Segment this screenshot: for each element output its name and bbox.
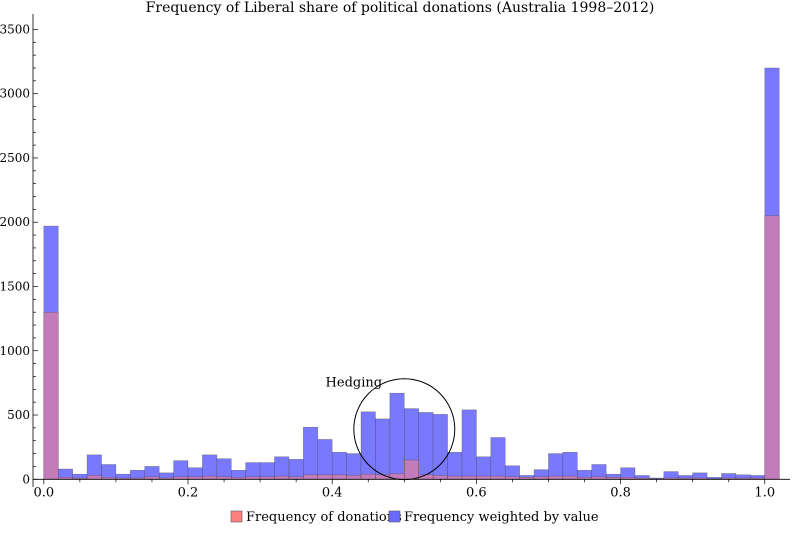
x-tick-label: 0.0 xyxy=(33,485,54,500)
legend-label-donations: Frequency of donations xyxy=(246,510,402,525)
bar-donations-11 xyxy=(202,475,218,480)
bar-weighted-36 xyxy=(562,452,578,480)
x-tick-label: 0.4 xyxy=(322,485,343,500)
bar-weighted-26 xyxy=(418,412,434,480)
annotation-hedging: Hedging xyxy=(326,376,383,391)
legend: Frequency of donations Frequency weighte… xyxy=(230,510,599,525)
bar-donations-27 xyxy=(432,475,448,480)
bar-weighted-18 xyxy=(303,426,319,480)
bar-donations-18 xyxy=(303,474,319,480)
bar-donations-0 xyxy=(43,311,59,480)
y-tick-label: 0 xyxy=(22,472,30,486)
bar-donations-19 xyxy=(317,474,333,480)
legend-label-weighted: Frequency weighted by value xyxy=(404,510,599,525)
y-tick-label: 500 xyxy=(7,408,30,422)
bar-weighted-17 xyxy=(288,459,304,480)
bar-weighted-24 xyxy=(389,392,405,480)
bar-donations-31 xyxy=(490,475,506,480)
bar-donations-35 xyxy=(548,475,564,480)
bar-donations-25 xyxy=(404,459,419,480)
bar-weighted-35 xyxy=(548,453,564,480)
x-tick-label: 0.2 xyxy=(178,485,199,500)
bar-donations-3 xyxy=(86,475,102,480)
bar-donations-50 xyxy=(764,215,780,480)
bar-weighted-28 xyxy=(447,452,463,480)
y-tick-label: 3000 xyxy=(0,87,30,101)
bar-donations-36 xyxy=(562,475,578,480)
bar-donations-28 xyxy=(447,475,463,480)
bar-weighted-19 xyxy=(317,439,333,480)
bar-weighted-31 xyxy=(490,437,506,480)
bar-weighted-4 xyxy=(101,464,117,480)
legend-swatch-donations xyxy=(230,510,243,523)
x-tick-label: 0.6 xyxy=(466,485,487,500)
annotation-layer: Hedging xyxy=(326,376,456,481)
chart-title: Frequency of Liberal share of political … xyxy=(146,0,655,16)
bar-weighted-23 xyxy=(375,418,391,480)
x-tick-label: 1.0 xyxy=(754,485,775,500)
y-tick-label: 3500 xyxy=(0,22,30,36)
bar-donations-30 xyxy=(476,475,492,480)
bars-layer xyxy=(43,67,780,480)
y-tick-label: 1000 xyxy=(0,344,30,358)
bar-donations-21 xyxy=(346,475,362,480)
bar-weighted-11 xyxy=(202,454,218,480)
bar-donations-22 xyxy=(360,473,376,480)
bar-donations-20 xyxy=(331,474,347,480)
y-tick-label: 2500 xyxy=(0,151,30,165)
legend-swatch-weighted xyxy=(388,510,401,523)
bar-donations-29 xyxy=(461,475,477,480)
hedging-circle xyxy=(353,378,456,481)
y-tick-label: 1500 xyxy=(0,279,30,293)
bar-donations-16 xyxy=(274,475,290,480)
bar-weighted-12 xyxy=(216,458,232,480)
y-tick-label: 2000 xyxy=(0,215,30,229)
x-tick-label: 0.8 xyxy=(610,485,631,500)
bar-weighted-29 xyxy=(461,409,477,480)
